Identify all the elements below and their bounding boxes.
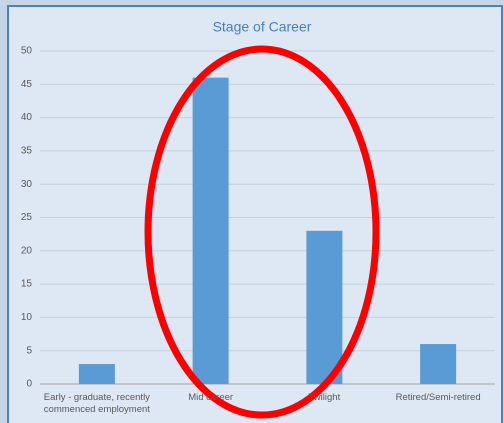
y-tick-label: 25: [21, 212, 33, 223]
y-tick-label: 45: [21, 79, 33, 90]
y-tick-label: 20: [21, 245, 33, 256]
chart-frame: [7, 5, 503, 423]
x-tick-label: Early - graduate, recently commenced emp…: [43, 392, 150, 415]
y-tick-label: 5: [26, 345, 32, 356]
bar: [192, 77, 229, 384]
bar: [78, 364, 115, 384]
x-tick-label: Mid career: [188, 392, 234, 403]
bar: [306, 230, 343, 384]
y-tick-label: 15: [21, 279, 33, 290]
highlight-ellipse: [144, 45, 380, 419]
y-tick-label: 10: [21, 312, 33, 323]
y-tick-label: 40: [21, 112, 33, 123]
chart-title: Stage of Career: [213, 19, 312, 35]
y-tick-label: 30: [21, 179, 33, 190]
x-tick-label: Retired/Semi-retired: [395, 392, 481, 403]
bar: [420, 344, 457, 384]
y-tick-label: 35: [21, 146, 33, 157]
x-tick-label: Twilight: [308, 392, 341, 403]
y-tick-label: 0: [26, 379, 32, 390]
y-tick-label: 50: [21, 46, 33, 57]
